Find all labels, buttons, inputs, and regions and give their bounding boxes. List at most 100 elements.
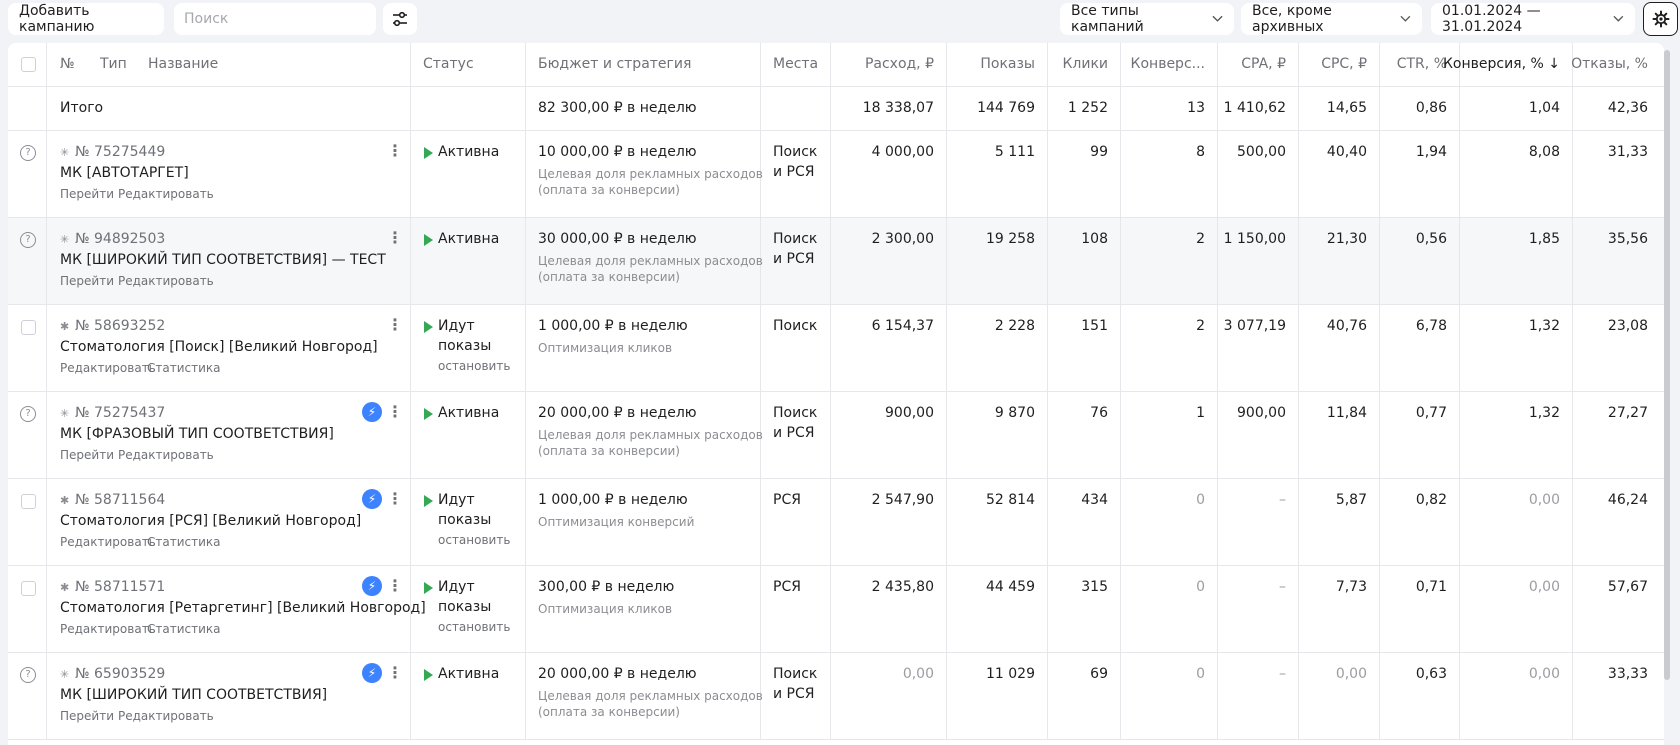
- more-options-icon[interactable]: ⋮: [387, 576, 403, 595]
- header-status[interactable]: Статус: [423, 56, 474, 72]
- totals-row: Итого 82 300,00 ₽ в неделю 18 338,07 144…: [8, 87, 1664, 131]
- clicks-value: 76: [1090, 405, 1108, 421]
- row-link-2[interactable]: Редактировать: [118, 709, 214, 723]
- header-type[interactable]: Тип: [100, 56, 127, 72]
- conversions-value: 1: [1196, 405, 1205, 421]
- add-campaign-button[interactable]: Добавить кампанию: [8, 3, 164, 35]
- play-icon: [424, 495, 433, 507]
- header-num[interactable]: №: [60, 56, 75, 72]
- row-link-2[interactable]: Статистика: [147, 622, 221, 636]
- campaign-name[interactable]: Стоматология [Ретаргетинг] [Великий Новг…: [60, 600, 426, 616]
- header-budget[interactable]: Бюджет и стратегия: [538, 56, 692, 72]
- header-conv-rate[interactable]: Конверсия, % ↓: [1443, 56, 1560, 72]
- header-status-cell: Статус: [411, 43, 526, 86]
- date-range-select[interactable]: 01.01.2024 — 31.01.2024: [1431, 3, 1635, 35]
- settings-button[interactable]: [1643, 2, 1678, 36]
- strategy-line-1: Целевая доля рекламных расходов: [538, 428, 763, 442]
- header-clicks[interactable]: Клики: [1062, 56, 1108, 72]
- row-link-2[interactable]: Редактировать: [118, 187, 214, 201]
- ctr-value: 0,82: [1415, 492, 1447, 508]
- row-link-1[interactable]: Редактировать: [60, 622, 156, 636]
- campaign-name[interactable]: МК [ШИРОКИЙ ТИП СООТВЕТСТВИЯ]: [60, 687, 328, 703]
- help-icon[interactable]: ?: [20, 667, 36, 683]
- lightning-icon[interactable]: ⚡: [362, 663, 382, 683]
- play-icon: [424, 669, 433, 681]
- lightning-icon[interactable]: ⚡: [362, 402, 382, 422]
- campaign-types-select[interactable]: Все типы кампаний: [1060, 3, 1234, 35]
- conv-rate-value: 0,00: [1528, 666, 1560, 682]
- strategy-line-1: Целевая доля рекламных расходов: [538, 167, 763, 181]
- cpa-value: 900,00: [1237, 405, 1286, 421]
- stop-link[interactable]: остановить: [438, 620, 511, 634]
- row-link-1[interactable]: Перейти: [60, 274, 114, 288]
- header-bounce[interactable]: Отказы, %: [1571, 56, 1648, 72]
- places-line-1: Поиск: [773, 666, 818, 682]
- header-ctr[interactable]: CTR, %: [1396, 56, 1447, 72]
- header-name[interactable]: Название: [148, 56, 219, 72]
- totals-ctr: 0,86: [1415, 100, 1447, 116]
- more-options-icon[interactable]: ⋮: [387, 489, 403, 508]
- conv-rate-value: 0,00: [1528, 579, 1560, 595]
- campaign-number: № 75275449: [75, 144, 166, 160]
- row-link-1[interactable]: Редактировать: [60, 361, 156, 375]
- strategy-line-2: (оплата за конверсии): [538, 444, 680, 458]
- row-link-2[interactable]: Редактировать: [118, 274, 214, 288]
- search-input[interactable]: [174, 3, 376, 35]
- header-conversions[interactable]: Конверс...: [1130, 56, 1205, 72]
- stop-link[interactable]: остановить: [438, 533, 511, 547]
- campaign-type-icon: ✱: [60, 494, 70, 507]
- more-options-icon[interactable]: ⋮: [387, 315, 403, 334]
- cpc-value: 5,87: [1335, 492, 1367, 508]
- help-icon[interactable]: ?: [20, 145, 36, 161]
- header-places[interactable]: Места: [773, 56, 819, 72]
- campaign-name[interactable]: МК [ФРАЗОВЫЙ ТИП СООТВЕТСТВИЯ]: [60, 426, 334, 442]
- header-spend[interactable]: Расход, ₽: [864, 56, 934, 72]
- archive-filter-select[interactable]: Все, кроме архивных: [1241, 3, 1422, 35]
- stop-link[interactable]: остановить: [438, 359, 511, 373]
- row-link-1[interactable]: Редактировать: [60, 535, 156, 549]
- row-checkbox[interactable]: [21, 581, 36, 596]
- places-line-1: Поиск: [773, 144, 818, 160]
- budget-value: 1 000,00 ₽ в неделю: [538, 318, 688, 334]
- row-link-1[interactable]: Перейти: [60, 187, 114, 201]
- lightning-icon[interactable]: ⚡: [362, 489, 382, 509]
- header-cpc[interactable]: CPC, ₽: [1321, 56, 1367, 72]
- conv-rate-value: 1,32: [1528, 405, 1560, 421]
- play-icon: [424, 408, 433, 420]
- table-row: ✱ № 58711564 ⚡ ⋮ Стоматология [РСЯ] [Великий…: [8, 479, 1664, 566]
- impressions-value: 9 870: [994, 405, 1035, 421]
- bounce-value: 46,24: [1607, 492, 1648, 508]
- campaign-name[interactable]: МК [ШИРОКИЙ ТИП СООТВЕТСТВИЯ] — ТЕСТ: [60, 252, 386, 268]
- campaign-name[interactable]: Стоматология [РСЯ] [Великий Новгород]: [60, 513, 362, 529]
- more-options-icon[interactable]: ⋮: [387, 228, 403, 247]
- totals-cpa: 1 410,62: [1223, 100, 1286, 116]
- help-icon[interactable]: ?: [20, 232, 36, 248]
- campaign-number: № 58711564: [75, 492, 166, 508]
- row-checkbox[interactable]: [21, 494, 36, 509]
- play-icon: [424, 582, 433, 594]
- table-row: ? ✳ № 65903529 ⚡ ⋮ МК [ШИРОКИЙ ТИП СООТВЕТСТВ…: [8, 653, 1664, 740]
- header-bounce-cell: Отказы, %: [1571, 43, 1664, 86]
- header-impressions[interactable]: Показы: [980, 56, 1035, 72]
- more-options-icon[interactable]: ⋮: [387, 663, 403, 682]
- bounce-value: 31,33: [1607, 144, 1648, 160]
- more-options-icon[interactable]: ⋮: [387, 402, 403, 421]
- row-link-2[interactable]: Редактировать: [118, 448, 214, 462]
- header-cpa[interactable]: CPA, ₽: [1241, 56, 1286, 72]
- row-link-2[interactable]: Статистика: [147, 361, 221, 375]
- more-options-icon[interactable]: ⋮: [387, 141, 403, 160]
- ctr-value: 0,63: [1415, 666, 1447, 682]
- row-link-2[interactable]: Статистика: [147, 535, 221, 549]
- totals-cpc: 14,65: [1326, 100, 1367, 116]
- campaign-name[interactable]: МК [АВТОТАРГЕТ]: [60, 165, 189, 181]
- select-all-checkbox[interactable]: [21, 57, 36, 72]
- help-icon[interactable]: ?: [20, 406, 36, 422]
- row-checkbox[interactable]: [21, 320, 36, 335]
- campaign-name[interactable]: Стоматология [Поиск] [Великий Новгород]: [60, 339, 378, 355]
- vertical-scrollbar[interactable]: [1664, 50, 1670, 680]
- strategy-line-2: (оплата за конверсии): [538, 183, 680, 197]
- filter-settings-button[interactable]: [383, 3, 417, 35]
- row-link-1[interactable]: Перейти: [60, 448, 114, 462]
- row-link-1[interactable]: Перейти: [60, 709, 114, 723]
- lightning-icon[interactable]: ⚡: [362, 576, 382, 596]
